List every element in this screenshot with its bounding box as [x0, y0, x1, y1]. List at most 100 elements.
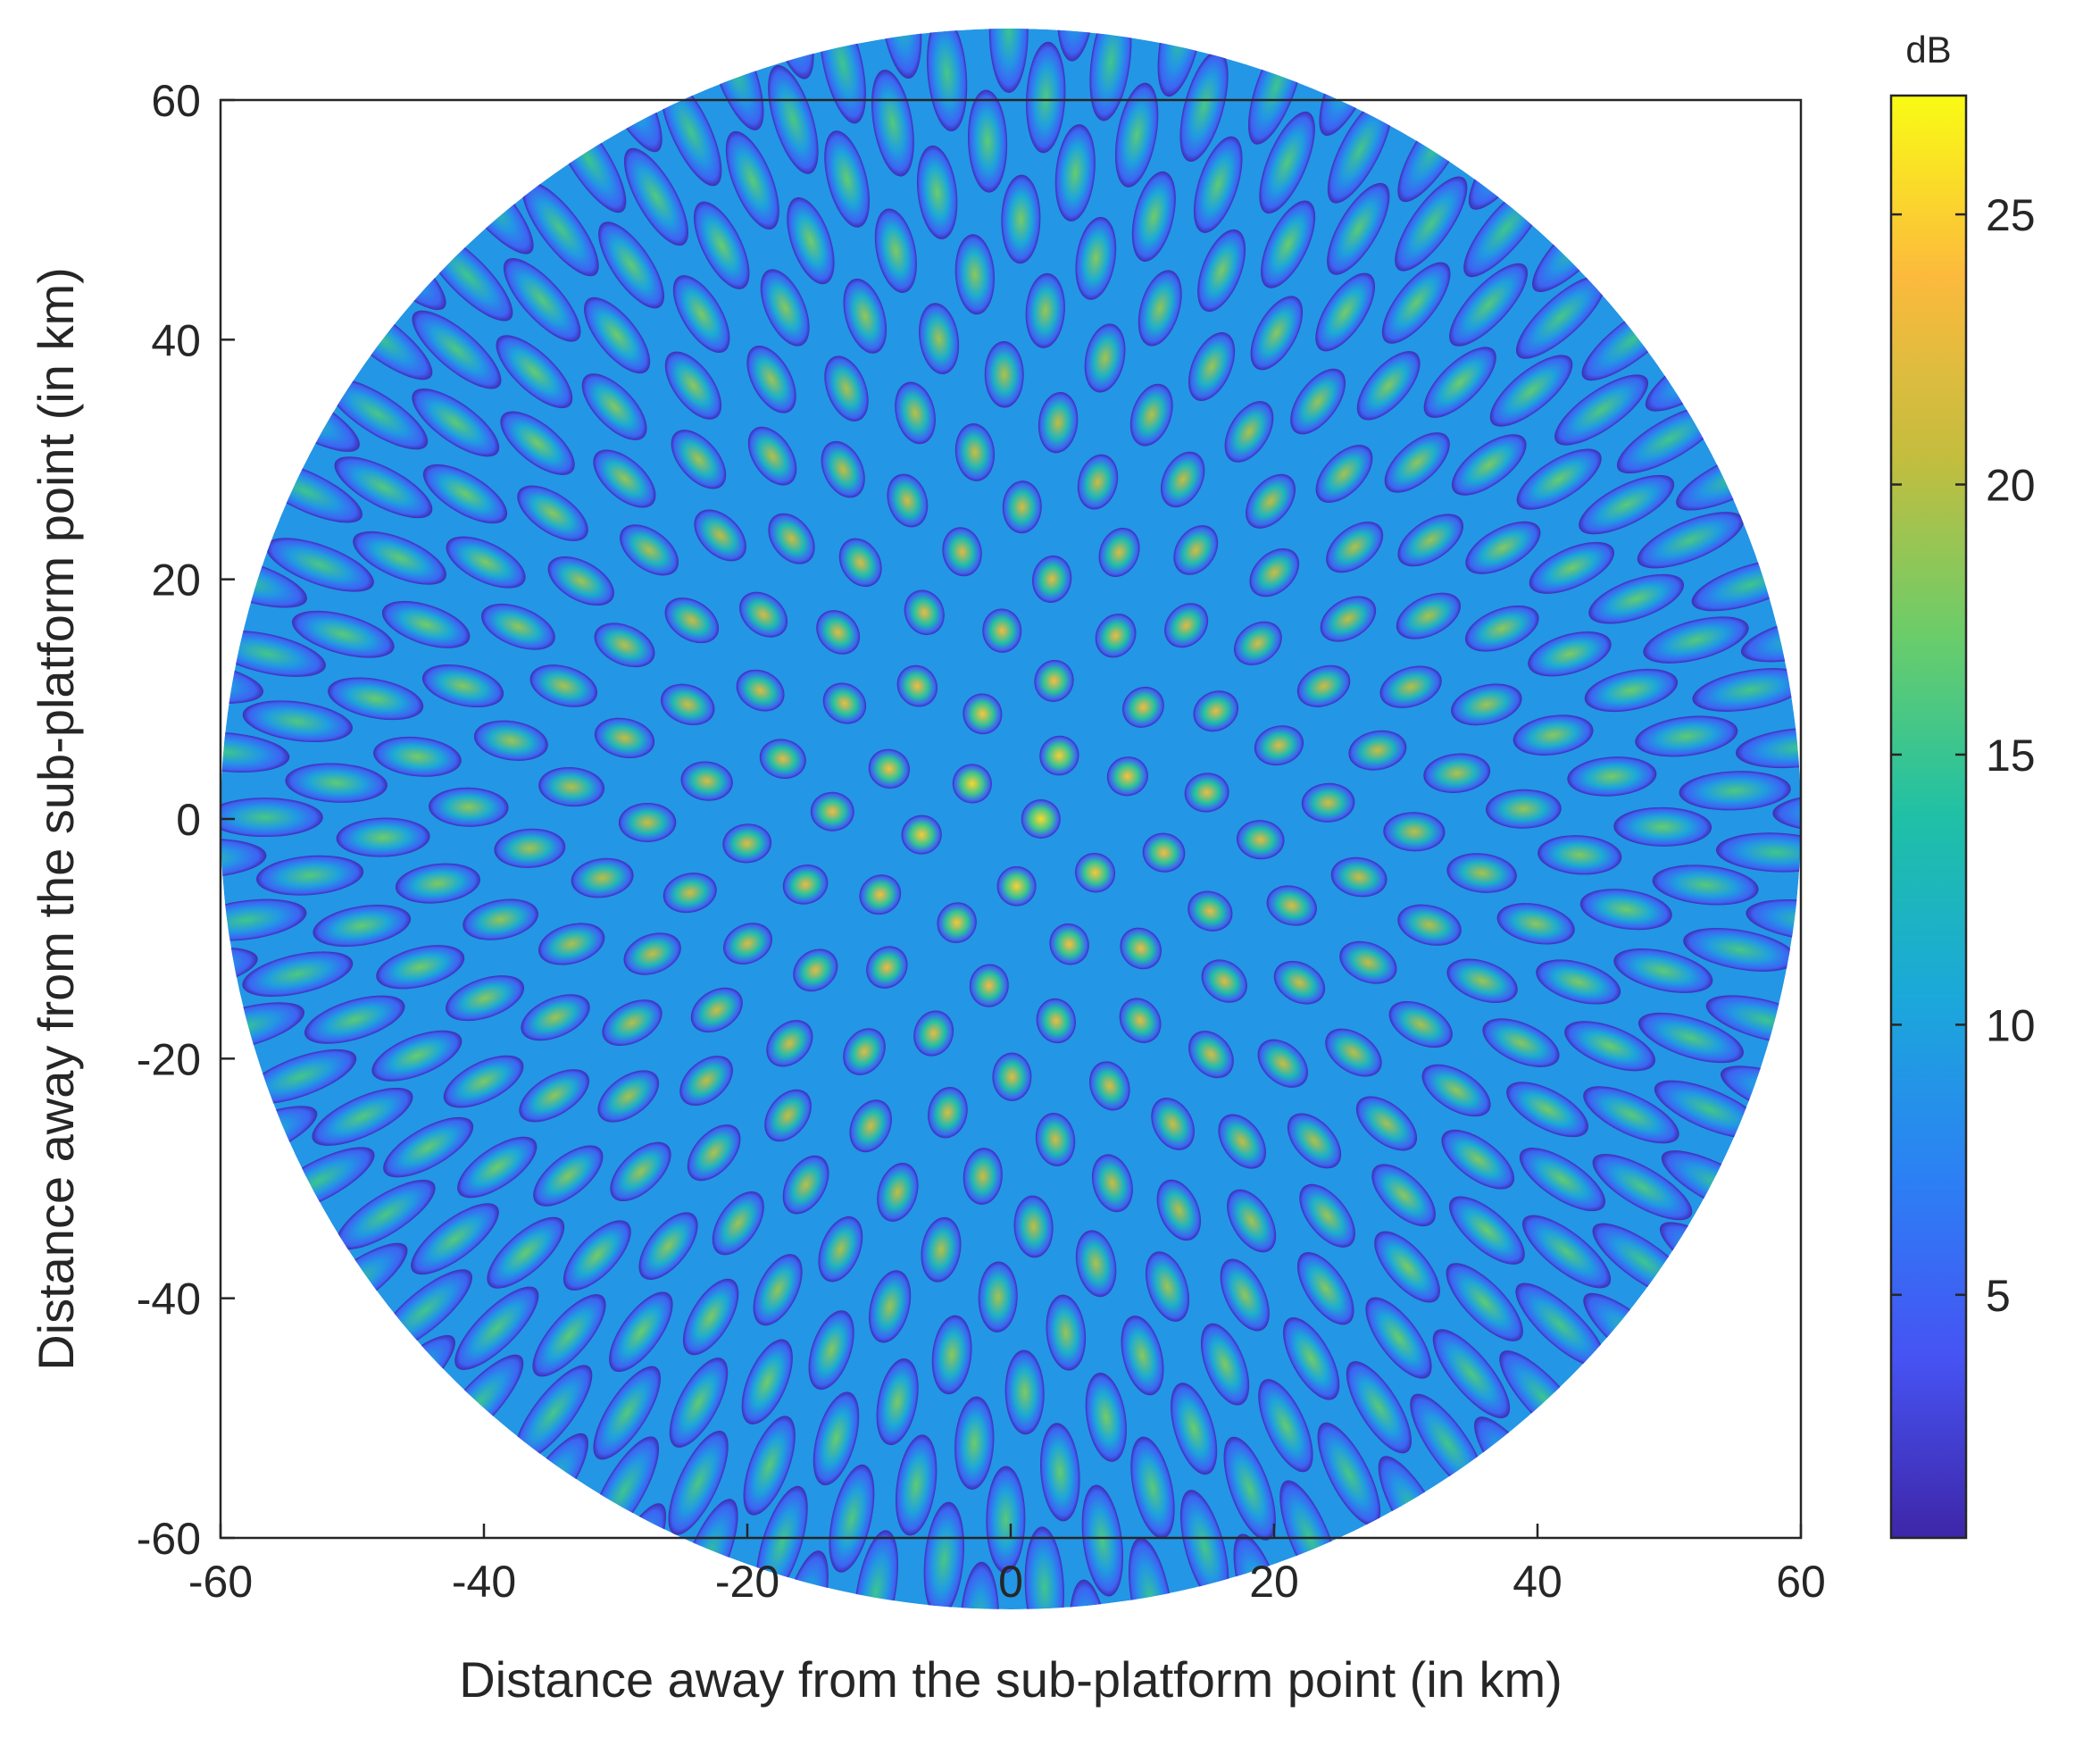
- beam-footprint: [793, 948, 838, 992]
- beam-footprint: [1683, 927, 1797, 972]
- beam-footprint: [1121, 1316, 1164, 1396]
- beam-footprint: [723, 923, 772, 965]
- beam-footprint: [1299, 1183, 1355, 1248]
- beam-footprint: [581, 373, 647, 440]
- x-tick-label: -60: [188, 1557, 253, 1607]
- beam-footprint: [597, 1070, 660, 1123]
- beam-footprint: [1179, 50, 1229, 163]
- y-tick-label: -20: [137, 1034, 201, 1084]
- beam-footprint: [1326, 522, 1384, 573]
- beam-footprint: [480, 603, 555, 650]
- beam-footprint: [1397, 514, 1464, 567]
- beam-footprint: [1259, 111, 1315, 214]
- beam-footprint: [1579, 474, 1675, 535]
- beam-footprint: [680, 761, 733, 801]
- beam-footprint: [1283, 1317, 1340, 1400]
- beam-footprint: [521, 994, 590, 1041]
- beam-footprint: [473, 720, 548, 761]
- beam-footprint: [986, 1466, 1026, 1574]
- beam-footprint: [291, 610, 395, 658]
- beam-footprint: [1579, 889, 1672, 931]
- beam-footprint: [895, 381, 936, 445]
- beam-footprint: [690, 987, 743, 1033]
- beam-footprint: [638, 1212, 698, 1281]
- beam-footprint: [1130, 1436, 1175, 1539]
- beam-footprint: [660, 77, 722, 187]
- beam-footprint: [671, 430, 727, 489]
- beam-footprint: [1075, 852, 1116, 893]
- beam-footprint: [1188, 890, 1233, 931]
- colorbar-tick-label: 20: [1986, 461, 2036, 511]
- x-tick-label: 20: [1249, 1557, 1299, 1607]
- beam-footprint: [747, 426, 797, 486]
- beam-footprint: [353, 530, 446, 585]
- beam-footprint: [1583, 1086, 1679, 1144]
- beam-footprint: [722, 823, 772, 864]
- beam-footprint: [1348, 730, 1407, 771]
- beam-footprint: [429, 787, 509, 827]
- y-tick-label: 60: [151, 76, 201, 126]
- beam-footprint: [412, 388, 500, 457]
- beam-footprint: [921, 1216, 962, 1282]
- beam-footprint: [810, 791, 854, 831]
- beam-footprint: [1365, 1297, 1432, 1379]
- beam-footprint: [1397, 904, 1462, 946]
- beam-footprint: [1592, 1154, 1693, 1221]
- beam-footprint: [1356, 351, 1421, 421]
- beam-footprint: [1446, 853, 1517, 893]
- beam-footprint: [1257, 1039, 1308, 1088]
- beam-footprint: [1026, 41, 1066, 154]
- beam-footprint: [1193, 136, 1243, 233]
- beam-footprint: [1088, 1061, 1130, 1111]
- beam-footprint: [1218, 1114, 1266, 1169]
- x-tick-label: 40: [1512, 1557, 1562, 1607]
- beam-footprint: [538, 766, 605, 807]
- beam-footprint: [1049, 923, 1089, 965]
- beam-footprint: [1464, 605, 1539, 652]
- colorbar-gradient: [1889, 94, 1968, 1540]
- beam-footprint: [968, 89, 1008, 193]
- beam-footprint: [1654, 1080, 1765, 1139]
- beam-footprint: [1301, 782, 1355, 823]
- beam-footprint: [1084, 323, 1126, 393]
- beam-footprint: [610, 1141, 671, 1202]
- beam-footprint: [1482, 1018, 1560, 1067]
- beam-footprint: [533, 1145, 604, 1207]
- beam-footprint: [395, 863, 480, 904]
- beam-footprint: [768, 64, 819, 174]
- beam-footprint: [896, 664, 938, 707]
- beam-footprint: [421, 664, 504, 708]
- beam-footprint: [1327, 182, 1390, 275]
- beam-footprint: [1184, 773, 1229, 813]
- beam-footprint: [519, 1069, 590, 1123]
- beam-footprint: [913, 1010, 954, 1057]
- beam-footprint: [931, 1315, 972, 1395]
- y-axis-label: Distance away from the sub-platform poin…: [28, 267, 84, 1371]
- beam-footprint: [869, 1270, 912, 1343]
- beam-footprint: [1325, 1028, 1382, 1077]
- beam-footprint: [694, 509, 746, 562]
- y-tick-label: 0: [176, 795, 201, 845]
- beam-footprint: [1145, 1251, 1190, 1322]
- beam-footprint: [978, 1261, 1018, 1332]
- x-tick-label: -20: [715, 1557, 779, 1607]
- beam-footprint: [1223, 1436, 1276, 1541]
- beam-footprint: [446, 975, 525, 1022]
- beam-footprint: [1106, 756, 1148, 797]
- beam-footprint: [969, 964, 1009, 1007]
- x-tick-label: 0: [998, 1557, 1023, 1607]
- beam-footprint: [1164, 603, 1209, 648]
- beam-footprint: [602, 999, 662, 1047]
- beam-footprint: [221, 898, 307, 941]
- beam-footprint: [328, 677, 424, 721]
- beam-footprint: [760, 269, 810, 347]
- beam-footprint: [1381, 262, 1451, 344]
- beam-footprint: [1233, 621, 1282, 665]
- beam-footprint: [1489, 355, 1573, 427]
- beam-footprint: [1474, 1416, 1562, 1525]
- beam-footprint: [221, 839, 267, 879]
- beam-footprint: [712, 1190, 764, 1256]
- beam-footprint: [901, 815, 942, 855]
- beam-footprint: [1465, 521, 1541, 574]
- beam-footprint: [741, 1339, 793, 1424]
